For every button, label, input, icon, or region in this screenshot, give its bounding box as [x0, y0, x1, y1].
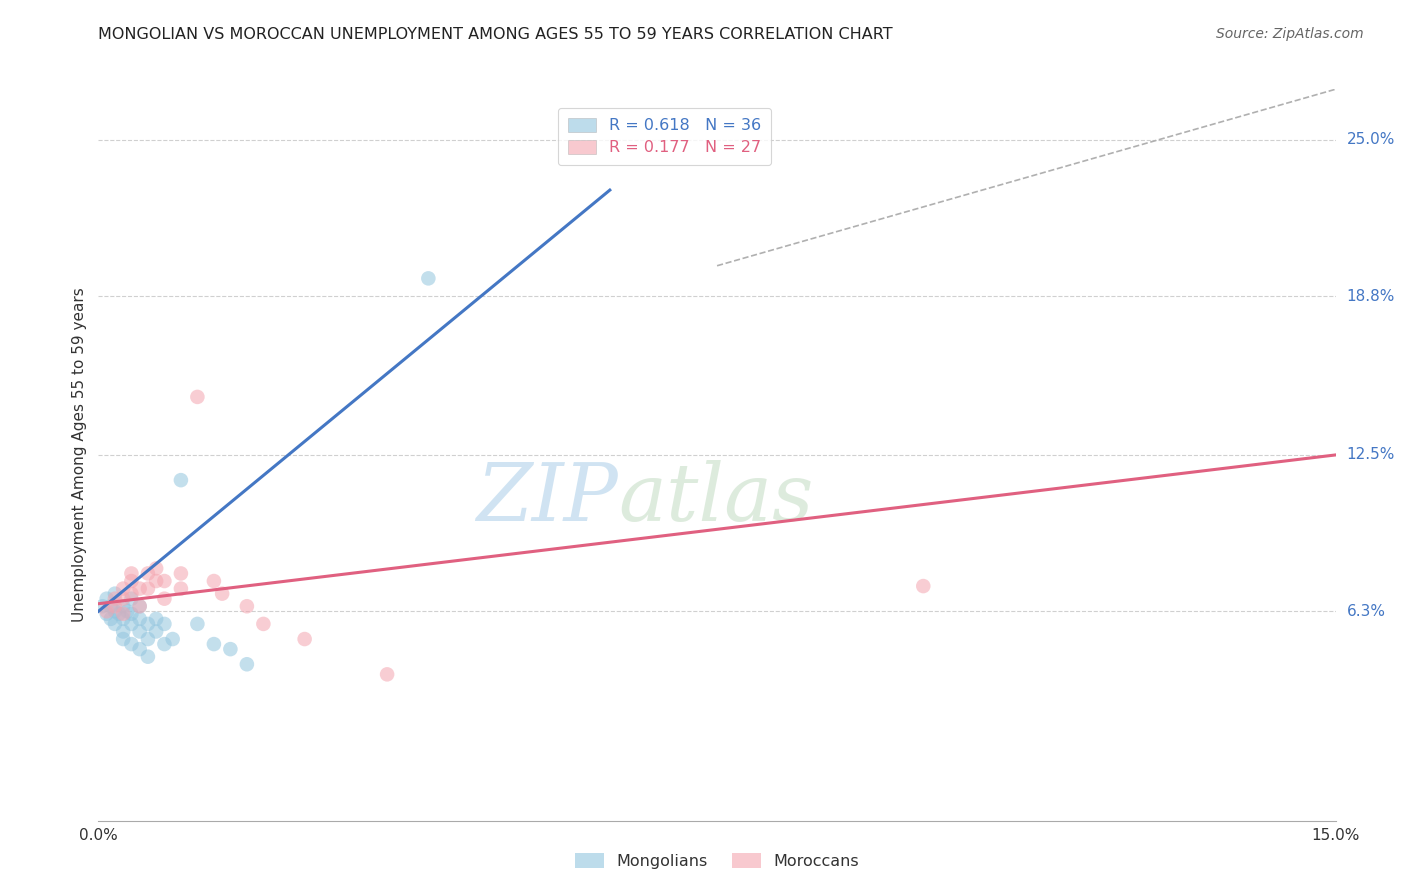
Point — [186, 616, 208, 631]
Point — [145, 612, 167, 626]
Point — [120, 637, 142, 651]
Legend: Mongolians, Moroccans: Mongolians, Moroccans — [565, 844, 869, 879]
Text: 25.0%: 25.0% — [1347, 132, 1395, 147]
Point — [104, 616, 127, 631]
Point — [120, 574, 142, 588]
Text: ZIP: ZIP — [477, 460, 619, 538]
Point — [96, 604, 118, 618]
Point — [186, 390, 208, 404]
Point — [100, 599, 122, 614]
Text: 6.3%: 6.3% — [1347, 604, 1386, 619]
Point — [112, 624, 135, 639]
Point — [91, 599, 114, 614]
Point — [128, 582, 150, 596]
Point — [170, 473, 193, 487]
Point — [112, 607, 135, 621]
Point — [170, 566, 193, 581]
Point — [219, 642, 242, 657]
Point — [120, 591, 142, 606]
Point — [912, 579, 935, 593]
Point — [120, 587, 142, 601]
Point — [128, 599, 150, 614]
Point — [108, 607, 131, 621]
Point — [104, 591, 127, 606]
Point — [375, 667, 398, 681]
Point — [100, 612, 122, 626]
Point — [96, 591, 118, 606]
Point — [128, 599, 150, 614]
Point — [104, 604, 127, 618]
Point — [112, 591, 135, 606]
Point — [418, 271, 440, 285]
Point — [211, 587, 233, 601]
Point — [104, 587, 127, 601]
Text: 12.5%: 12.5% — [1347, 448, 1395, 462]
Point — [145, 624, 167, 639]
Point — [120, 616, 142, 631]
Point — [153, 637, 176, 651]
Point — [136, 616, 159, 631]
Point — [120, 607, 142, 621]
Point — [236, 657, 259, 672]
Point — [153, 591, 176, 606]
Point — [112, 599, 135, 614]
Point — [170, 582, 193, 596]
Point — [136, 649, 159, 664]
Y-axis label: Unemployment Among Ages 55 to 59 years: Unemployment Among Ages 55 to 59 years — [72, 287, 87, 623]
Point — [128, 642, 150, 657]
Point — [128, 612, 150, 626]
Text: 18.8%: 18.8% — [1347, 288, 1395, 303]
Point — [162, 632, 184, 646]
Point — [112, 632, 135, 646]
Point — [128, 624, 150, 639]
Point — [112, 582, 135, 596]
Point — [145, 561, 167, 575]
Point — [202, 574, 225, 588]
Text: atlas: atlas — [619, 460, 814, 538]
Point — [153, 616, 176, 631]
Point — [96, 607, 118, 621]
Text: MONGOLIAN VS MOROCCAN UNEMPLOYMENT AMONG AGES 55 TO 59 YEARS CORRELATION CHART: MONGOLIAN VS MOROCCAN UNEMPLOYMENT AMONG… — [98, 27, 893, 42]
Point — [153, 574, 176, 588]
Point — [145, 574, 167, 588]
Point — [136, 566, 159, 581]
Point — [202, 637, 225, 651]
Text: Source: ZipAtlas.com: Source: ZipAtlas.com — [1216, 27, 1364, 41]
Point — [252, 616, 274, 631]
Point — [136, 632, 159, 646]
Point — [236, 599, 259, 614]
Point — [117, 604, 139, 618]
Point — [136, 582, 159, 596]
Point — [112, 612, 135, 626]
Point — [294, 632, 316, 646]
Point — [104, 599, 127, 614]
Point — [120, 566, 142, 581]
